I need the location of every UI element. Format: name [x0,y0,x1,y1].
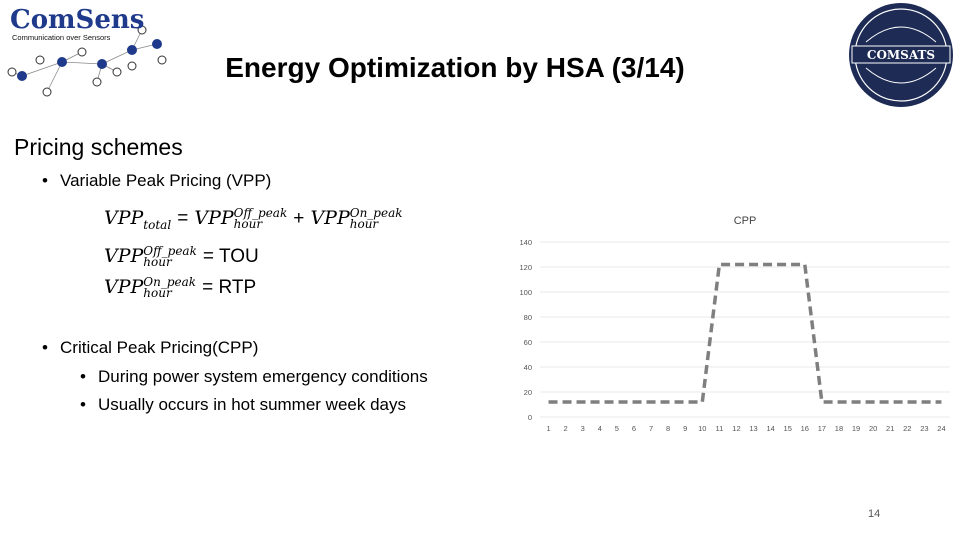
x-tick-label: 8 [666,424,670,433]
comsens-tagline: Communication over Sensors [12,33,111,42]
formula-vpp-total: VPPtotal = VPP Off_peak hour + VPP On_peak h… [104,206,403,232]
x-tick-label: 13 [749,424,757,433]
y-tick-label: 20 [524,388,532,397]
sub-bullet-1-text: During power system emergency conditions [98,367,428,386]
x-tick-label: 21 [886,424,894,433]
bullet-dot-icon: • [42,338,48,357]
x-tick-label: 22 [903,424,911,433]
comsens-brand: ComSens [10,5,144,35]
x-tick-label: 2 [564,424,568,433]
x-tick-label: 10 [698,424,706,433]
x-tick-label: 19 [852,424,860,433]
x-tick-label: 20 [869,424,877,433]
series-line [548,262,942,404]
x-tick-label: 14 [766,424,774,433]
x-tick-label: 1 [546,424,550,433]
y-tick-label: 0 [528,413,532,422]
y-tick-label: 140 [519,238,532,247]
sub-bullet-1: • During power system emergency condition… [80,367,428,387]
x-tick-label: 9 [683,424,687,433]
x-tick-label: 16 [801,424,809,433]
formula-vpp-off-peak: VPP Off_peak hour = TOU [104,244,259,269]
x-tick-label: 11 [715,424,723,433]
bullet-cpp-text: Critical Peak Pricing(CPP) [60,338,259,357]
y-tick-label: 80 [524,313,532,322]
bullet-cpp: • Critical Peak Pricing(CPP) [42,338,258,358]
x-tick-label: 17 [818,424,826,433]
page-number: 14 [868,508,881,520]
x-tick-label: 18 [835,424,843,433]
y-tick-label: 40 [524,363,532,372]
bullet-dot-icon: • [80,395,86,414]
sub-bullet-2: • Usually occurs in hot summer week days [80,395,406,415]
x-tick-label: 4 [598,424,602,433]
bullet-vpp: • Variable Peak Pricing (VPP) [42,171,271,191]
x-tick-label: 12 [732,424,740,433]
bullet-dot-icon: • [42,171,48,190]
x-tick-label: 24 [937,424,945,433]
y-tick-label: 120 [519,263,532,272]
comsats-brand: COMSATS [867,48,935,62]
x-tick-label: 6 [632,424,636,433]
sub-bullet-2-text: Usually occurs in hot summer week days [98,395,407,414]
x-tick-label: 7 [649,424,653,433]
x-tick-label: 3 [581,424,585,433]
x-tick-label: 15 [784,424,792,433]
x-tick-label: 5 [615,424,619,433]
x-tick-label: 23 [920,424,928,433]
chart-title: CPP [734,215,757,227]
slide-title: Energy Optimization by HSA (3/14) [225,52,685,83]
bullet-dot-icon: • [80,367,86,386]
section-heading: Pricing schemes [14,134,183,160]
comsens-logo: ComSens Communication over Sensors [7,5,167,97]
y-tick-label: 100 [519,288,532,297]
formula-vpp-on-peak: VPP On_peak hour = RTP [104,275,257,300]
comsats-logo: COMSATS [849,3,953,107]
bullet-vpp-text: Variable Peak Pricing (VPP) [60,171,272,190]
y-tick-label: 60 [524,338,532,347]
